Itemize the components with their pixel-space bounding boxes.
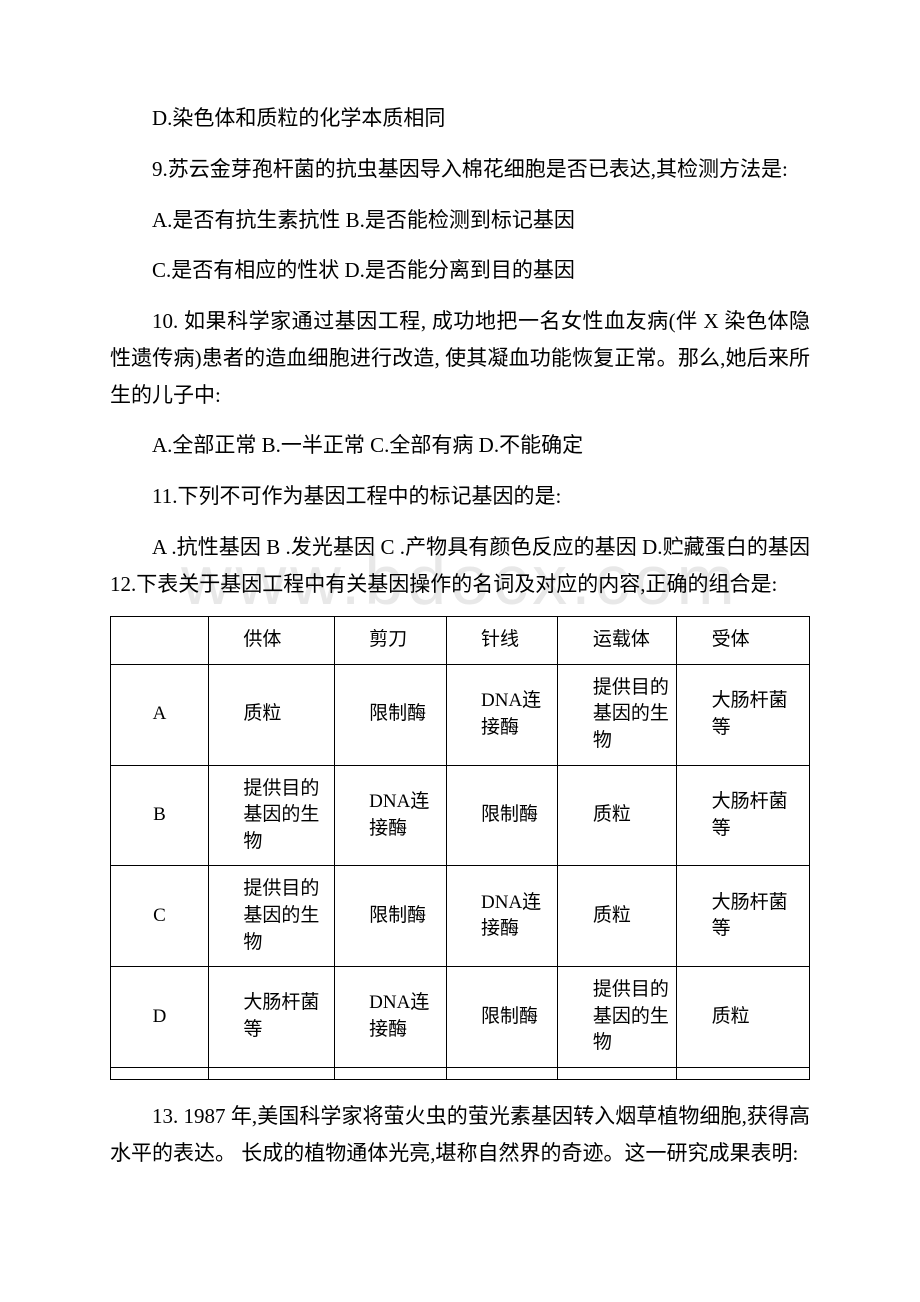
table-empty-cell [677,1067,810,1079]
table-cell: 大肠杆菌等 [677,866,810,967]
table-cell: 大肠杆菌等 [677,765,810,866]
table-header-donor: 供体 [208,617,334,665]
table-cell: DNA连接酶 [446,664,558,765]
table-cell: 限制酶 [334,664,446,765]
table-empty-cell [111,1067,209,1079]
paragraph-d-option: D.染色体和质粒的化学本质相同 [110,100,810,137]
table-empty-cell [558,1067,677,1079]
table-row: D 大肠杆菌等 DNA连接酶 限制酶 提供目的基因的生物 质粒 [111,967,810,1068]
table-empty-cell [208,1067,334,1079]
table-row: C 提供目的基因的生物 限制酶 DNA连接酶 质粒 大肠杆菌等 [111,866,810,967]
table-cell: 提供目的基因的生物 [558,664,677,765]
table-cell: 限制酶 [334,866,446,967]
table-cell: 限制酶 [446,765,558,866]
table-cell: 质粒 [558,765,677,866]
paragraph-q13: 13. 1987 年,美国科学家将萤火虫的萤光素基因转入烟草植物细胞,获得高水平… [110,1098,810,1172]
paragraph-q9-options-ab: A.是否有抗生素抗性 B.是否能检测到标记基因 [110,202,810,239]
table-row-label: A [111,664,209,765]
table-cell: 质粒 [677,967,810,1068]
table-row: B 提供目的基因的生物 DNA连接酶 限制酶 质粒 大肠杆菌等 [111,765,810,866]
table-row-label: C [111,866,209,967]
table-empty-cell [334,1067,446,1079]
document-content: D.染色体和质粒的化学本质相同 9.苏云金芽孢杆菌的抗虫基因导入棉花细胞是否已表… [110,100,810,1171]
table-cell: 限制酶 [446,967,558,1068]
paragraph-q11-options-q12: A .抗性基因 B .发光基因 C .产物具有颜色反应的基因 D.贮藏蛋白的基因… [110,529,810,603]
gene-terms-table: 供体 剪刀 针线 运载体 受体 A 质粒 限制酶 DNA连接酶 提供目的基因的生… [110,616,810,1080]
table-row: A 质粒 限制酶 DNA连接酶 提供目的基因的生物 大肠杆菌等 [111,664,810,765]
table-header-vector: 运载体 [558,617,677,665]
table-header-thread: 针线 [446,617,558,665]
table-cell: 质粒 [208,664,334,765]
table-row-label: D [111,967,209,1068]
table-cell: 提供目的基因的生物 [208,765,334,866]
table-cell: DNA连接酶 [446,866,558,967]
table-cell: 提供目的基因的生物 [208,866,334,967]
table-header-empty [111,617,209,665]
table-cell: 提供目的基因的生物 [558,967,677,1068]
paragraph-q9-options-cd: C.是否有相应的性状 D.是否能分离到目的基因 [110,252,810,289]
paragraph-q10-options: A.全部正常 B.一半正常 C.全部有病 D.不能确定 [110,427,810,464]
table-header-recipient: 受体 [677,617,810,665]
table-cell: 大肠杆菌等 [677,664,810,765]
table-empty-cell [446,1067,558,1079]
table-cell: 质粒 [558,866,677,967]
table-cell: DNA连接酶 [334,765,446,866]
paragraph-q11: 11.下列不可作为基因工程中的标记基因的是: [110,478,810,515]
table-header-scissors: 剪刀 [334,617,446,665]
table-empty-row [111,1067,810,1079]
table-cell: DNA连接酶 [334,967,446,1068]
table-header-row: 供体 剪刀 针线 运载体 受体 [111,617,810,665]
table-row-label: B [111,765,209,866]
table-cell: 大肠杆菌等 [208,967,334,1068]
paragraph-q9: 9.苏云金芽孢杆菌的抗虫基因导入棉花细胞是否已表达,其检测方法是: [110,151,810,188]
paragraph-q10: 10. 如果科学家通过基因工程, 成功地把一名女性血友病(伴 X 染色体隐性遗传… [110,303,810,413]
